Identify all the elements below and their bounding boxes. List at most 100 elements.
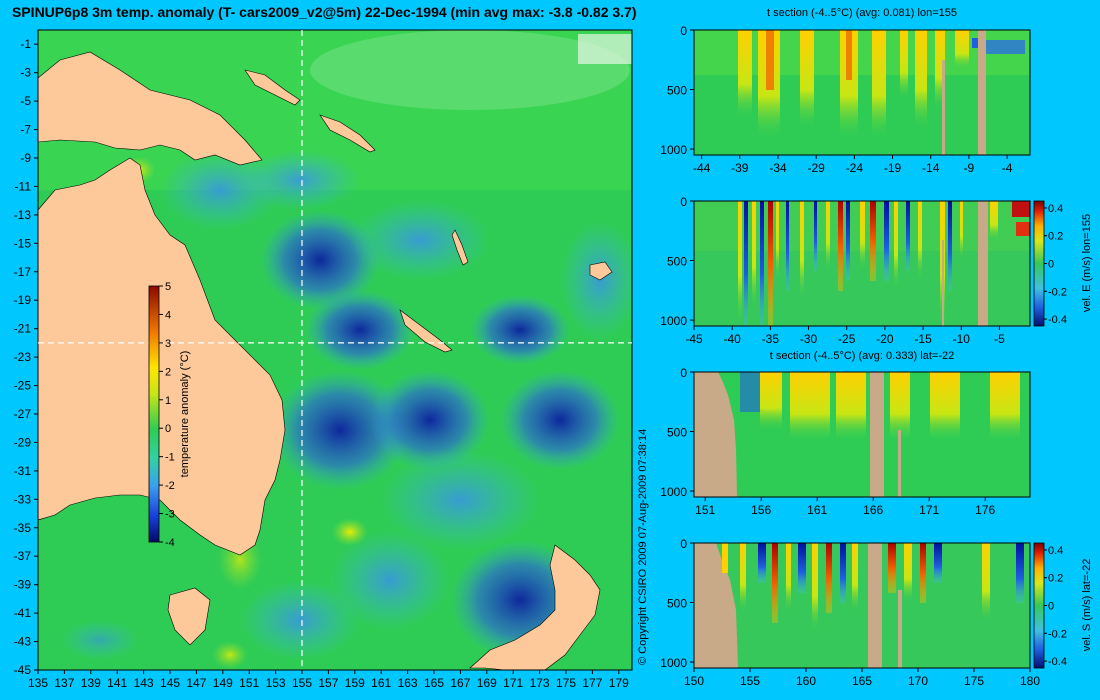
panel1-ytick-label: 500 — [667, 84, 687, 98]
map-xtick-label: 153 — [266, 676, 286, 690]
panel3-title: t section (-4..5°C) (avg: 0.333) lat=-22 — [770, 350, 954, 362]
panel1-xtick-label: -14 — [922, 161, 940, 175]
map-ytick-label: -9 — [20, 151, 31, 165]
map-xtick-label: 173 — [530, 676, 550, 690]
panel1-xtick-label: -39 — [731, 161, 749, 175]
map-xtick-label: 163 — [398, 676, 418, 690]
panel3-xtick-label: 171 — [919, 503, 939, 517]
map-xtick-label: 175 — [556, 676, 576, 690]
panel2-colorbar — [1033, 200, 1045, 327]
panel4-ytick-label: 0 — [680, 537, 687, 551]
panel3-xtick-label: 161 — [807, 503, 827, 517]
australia — [38, 157, 286, 556]
map-xtick-label: 159 — [345, 676, 365, 690]
panel1-title: t section (-4..5°C) (avg: 0.081) lon=155 — [767, 7, 957, 19]
panel4-xtick-label: 150 — [684, 674, 704, 688]
panel2-xtick-label: -40 — [724, 332, 742, 346]
panel2-xtick-label: -20 — [876, 332, 894, 346]
new-caledonia — [399, 309, 453, 353]
map-ytick-label: -17 — [14, 265, 32, 279]
map-xtick-label: 139 — [81, 676, 101, 690]
map-xtick-label: 169 — [477, 676, 497, 690]
panel2-xtick-label: -10 — [953, 332, 971, 346]
map-xtick-label: 171 — [503, 676, 523, 690]
panel3-xtick-label: 176 — [975, 503, 995, 517]
map-plot-area — [38, 30, 632, 670]
panel1-ytick-label: 0 — [680, 24, 687, 38]
panel4-cb-tick-label: 0 — [1048, 601, 1054, 613]
map-xtick-label: 177 — [582, 676, 602, 690]
panel3-xtick-label: 156 — [751, 503, 771, 517]
panel4-xtick-label: 175 — [964, 674, 984, 688]
panel4-ytick-label: 1000 — [660, 656, 687, 670]
temp-cb-tick-label: 0 — [165, 423, 171, 435]
map-xtick-label: 167 — [450, 676, 470, 690]
new-guinea — [38, 51, 263, 166]
map-xtick-label: 155 — [292, 676, 312, 690]
panel3-axis-ticks: 151 156 161 166 171 176 0 500 1000 — [660, 366, 995, 517]
panel4-axis-ticks: 150 155 160 165 170 175 180 0 500 1000 — [660, 537, 1040, 688]
vanuatu — [451, 229, 469, 266]
panel1-xtick-label: -19 — [884, 161, 902, 175]
map-xtick-label: 149 — [213, 676, 233, 690]
map-xtick-label: 135 — [28, 676, 48, 690]
map-axis-ticks: 135 137 139 141 143 145 147 149 151 153 155 157 159 1… — [14, 37, 629, 690]
new-zealand — [469, 544, 601, 670]
map-ytick-label: -5 — [20, 94, 31, 108]
map-ytick-label: -3 — [20, 66, 31, 80]
map-ytick-label: -1 — [20, 37, 31, 51]
panel3-plot-area — [694, 372, 1030, 497]
map-ytick-label: -15 — [14, 236, 32, 250]
panel4-ytick-label: 500 — [667, 597, 687, 611]
temp-cb-tick-label: -2 — [165, 480, 175, 492]
panel1-xtick-label: -9 — [964, 161, 975, 175]
panel1-xtick-label: -44 — [693, 161, 711, 175]
map-ytick-label: -37 — [14, 549, 32, 563]
panel2-xtick-label: -15 — [914, 332, 932, 346]
panel2-frame — [693, 200, 1031, 327]
map-ytick-label: -13 — [14, 208, 32, 222]
map-xtick-label: 151 — [239, 676, 259, 690]
tasmania — [167, 587, 211, 646]
map-xtick-label: 141 — [107, 676, 127, 690]
panel1-plot-area — [694, 30, 1030, 155]
panel4-colorbar — [1033, 542, 1045, 669]
temperature-colorbar — [148, 285, 160, 543]
panel2-colorbar-label: vel. E (m/s) lon=155 — [1081, 214, 1093, 312]
panel2-xtick-label: -35 — [762, 332, 780, 346]
map-ytick-label: -31 — [14, 464, 32, 478]
temperature-colorbar-ticks: 5 4 3 2 1 0 -1 -2 -3 -4 — [159, 281, 175, 549]
map-xtick-label: 157 — [318, 676, 338, 690]
map-xtick-label: 147 — [186, 676, 206, 690]
temp-cb-tick-label: -4 — [165, 537, 175, 549]
solomon-islands — [319, 114, 376, 153]
panel4-colorbar-label: vel. S (m/s) lat=-22 — [1081, 559, 1093, 652]
map-ytick-label: -11 — [15, 179, 32, 193]
map-ytick-label: -43 — [14, 635, 32, 649]
map-ytick-label: -41 — [14, 606, 32, 620]
panel2-ytick-label: 1000 — [660, 314, 687, 328]
panel2-xtick-label: -30 — [800, 332, 818, 346]
panel2-cb-tick-label: -0.4 — [1048, 314, 1067, 326]
panel1-ytick-label: 1000 — [660, 143, 687, 157]
map-xtick-label: 161 — [371, 676, 391, 690]
panel2-xtick-label: -5 — [994, 332, 1005, 346]
map-ytick-label: -21 — [14, 322, 32, 336]
landmasses — [38, 51, 613, 670]
panel2-cb-tick-label: 0.4 — [1048, 203, 1063, 215]
panel4-cb-tick-label: -0.4 — [1048, 656, 1067, 668]
panel2-cb-tick-label: 0.2 — [1048, 231, 1063, 243]
panel2-ytick-label: 0 — [680, 195, 687, 209]
panel4-xtick-label: 180 — [1020, 674, 1040, 688]
map-ytick-label: -33 — [14, 492, 32, 506]
panel4-cb-tick-label: 0.2 — [1048, 573, 1063, 585]
map-xtick-label: 165 — [424, 676, 444, 690]
panel4-colorbar-ticks: 0.4 0.2 0 -0.2 -0.4 — [1044, 545, 1067, 668]
panel4-xtick-label: 160 — [796, 674, 816, 688]
panel3-frame — [693, 371, 1031, 498]
temp-cb-tick-label: 4 — [165, 309, 171, 321]
bismarck-islands — [244, 69, 301, 106]
panel2-plot-area — [694, 201, 1030, 326]
panel4-cb-tick-label: -0.2 — [1048, 628, 1067, 640]
